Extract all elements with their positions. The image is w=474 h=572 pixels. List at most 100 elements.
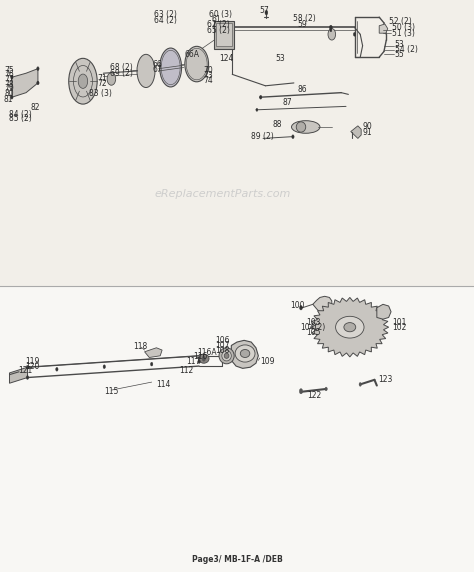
Text: 109: 109: [261, 357, 275, 366]
Text: 74: 74: [203, 76, 213, 85]
Text: 81: 81: [4, 95, 13, 104]
Text: 52 (2): 52 (2): [389, 17, 411, 26]
Ellipse shape: [219, 348, 234, 364]
Text: 67: 67: [153, 65, 163, 74]
Ellipse shape: [256, 108, 258, 112]
Text: 119: 119: [25, 357, 39, 366]
Text: 114: 114: [156, 380, 171, 389]
Text: 112: 112: [179, 366, 193, 375]
Ellipse shape: [224, 353, 229, 358]
Text: 88: 88: [273, 120, 282, 129]
Ellipse shape: [27, 376, 28, 379]
Text: 86: 86: [298, 85, 307, 94]
Ellipse shape: [222, 351, 231, 361]
Text: 57: 57: [260, 6, 270, 15]
Bar: [214, 21, 234, 49]
Text: 91: 91: [363, 128, 372, 137]
Ellipse shape: [10, 96, 13, 99]
Text: 116A: 116A: [197, 348, 216, 357]
Text: 118: 118: [133, 341, 147, 351]
Bar: [216, 23, 232, 46]
Ellipse shape: [240, 349, 250, 358]
Text: 59: 59: [297, 19, 307, 29]
Ellipse shape: [300, 305, 302, 310]
Ellipse shape: [151, 362, 153, 366]
Polygon shape: [313, 296, 332, 313]
Text: 79: 79: [5, 84, 15, 93]
Text: 66: 66: [153, 60, 163, 69]
Text: 83 (3): 83 (3): [89, 89, 112, 98]
Text: 121: 121: [18, 366, 32, 375]
Text: 62 (2): 62 (2): [207, 20, 230, 29]
Text: 53: 53: [395, 39, 405, 49]
Polygon shape: [377, 304, 391, 319]
Text: 70: 70: [203, 66, 213, 76]
Text: 106: 106: [216, 336, 230, 345]
Text: 64 (2): 64 (2): [154, 15, 177, 25]
Text: 65 (2): 65 (2): [207, 26, 230, 35]
Text: eReplacementParts.com: eReplacementParts.com: [155, 189, 291, 200]
Bar: [0, 286, 474, 572]
Text: 72: 72: [97, 79, 107, 88]
Polygon shape: [379, 24, 388, 33]
Text: 101: 101: [392, 318, 407, 327]
Ellipse shape: [185, 46, 209, 82]
Ellipse shape: [36, 81, 39, 85]
Ellipse shape: [103, 365, 105, 368]
Ellipse shape: [199, 354, 209, 363]
Ellipse shape: [10, 76, 13, 79]
Ellipse shape: [292, 121, 320, 133]
Ellipse shape: [160, 48, 182, 87]
Text: 84 (2): 84 (2): [9, 110, 32, 119]
Text: 90: 90: [363, 122, 373, 132]
Text: 89 (2): 89 (2): [251, 132, 274, 141]
Ellipse shape: [329, 25, 332, 30]
Ellipse shape: [325, 387, 327, 391]
Ellipse shape: [137, 54, 155, 88]
Ellipse shape: [359, 383, 361, 386]
Text: 115: 115: [104, 387, 118, 396]
Text: 71: 71: [97, 74, 107, 84]
Text: 105: 105: [306, 328, 320, 337]
Text: 117: 117: [186, 357, 200, 366]
Ellipse shape: [292, 135, 294, 138]
Text: 77: 77: [5, 75, 15, 84]
Text: 58 (2): 58 (2): [293, 14, 316, 23]
Ellipse shape: [344, 323, 356, 332]
Text: 76: 76: [5, 70, 15, 80]
Text: 73: 73: [203, 71, 213, 80]
Ellipse shape: [55, 367, 58, 371]
Text: 122: 122: [307, 391, 321, 400]
Text: 87: 87: [282, 98, 292, 108]
Polygon shape: [311, 297, 389, 357]
Ellipse shape: [198, 360, 200, 363]
Text: 100: 100: [290, 301, 305, 310]
Text: 82: 82: [31, 103, 40, 112]
Polygon shape: [351, 126, 361, 138]
Text: 69 (2): 69 (2): [110, 69, 133, 78]
Text: 63 (2): 63 (2): [154, 10, 177, 19]
Text: 123: 123: [378, 375, 392, 384]
Ellipse shape: [69, 58, 97, 104]
Ellipse shape: [265, 10, 268, 15]
Ellipse shape: [353, 33, 356, 36]
Ellipse shape: [107, 73, 116, 85]
Text: 75: 75: [5, 66, 15, 75]
Text: 68 (2): 68 (2): [110, 63, 133, 72]
Text: 124: 124: [219, 54, 233, 63]
Text: 108: 108: [216, 345, 230, 355]
Text: 120: 120: [25, 362, 39, 371]
Ellipse shape: [328, 29, 336, 40]
Text: 78: 78: [5, 80, 14, 89]
Ellipse shape: [330, 29, 332, 32]
Polygon shape: [9, 367, 27, 383]
Text: 116: 116: [193, 352, 208, 362]
Ellipse shape: [27, 366, 28, 369]
Text: 53: 53: [275, 54, 285, 63]
Text: Page3/ MB-1F-A /DEB: Page3/ MB-1F-A /DEB: [191, 555, 283, 564]
Text: 103: 103: [306, 318, 320, 327]
Ellipse shape: [260, 96, 262, 99]
Text: 60 (3): 60 (3): [209, 10, 232, 19]
Text: 102: 102: [392, 323, 407, 332]
Ellipse shape: [300, 388, 302, 394]
